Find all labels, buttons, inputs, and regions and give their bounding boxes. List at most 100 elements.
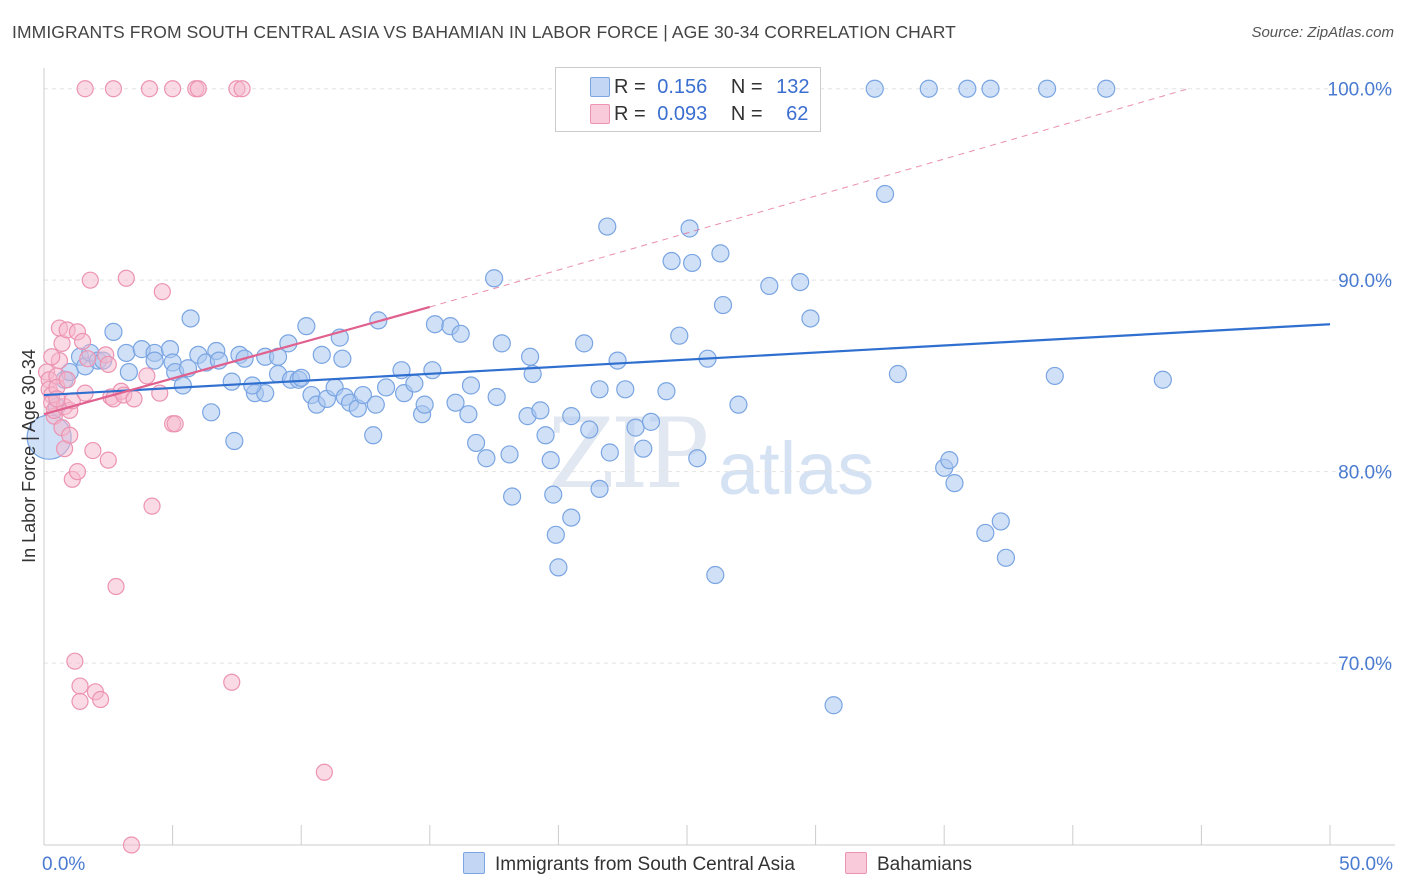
data-point-south-central-asia (145, 351, 164, 370)
data-point-south-central-asia (875, 184, 895, 204)
data-point-bahamians (81, 271, 99, 289)
data-point-south-central-asia (333, 349, 352, 368)
data-point-bahamians (68, 463, 87, 481)
data-point-south-central-asia (243, 376, 262, 395)
data-point-bahamians (84, 441, 102, 460)
data-point-bahamians (66, 652, 84, 670)
data-point-south-central-asia (711, 244, 730, 263)
data-point-south-central-asia (117, 343, 136, 363)
data-point-south-central-asia (477, 449, 496, 468)
data-point-bahamians (99, 451, 117, 469)
data-point-bahamians (107, 577, 125, 596)
data-point-south-central-asia (225, 431, 244, 451)
data-point-south-central-asia (423, 361, 442, 380)
data-point-south-central-asia (492, 334, 511, 353)
chart-title: IMMIGRANTS FROM SOUTH CENTRAL ASIA VS BA… (12, 22, 956, 42)
data-point-bahamians (164, 80, 182, 98)
label-layer: 70.0% 80.0% 90.0% 100.0% 0.0% 50.0% In Labor F… (19, 80, 1393, 875)
data-point-south-central-asia (991, 512, 1010, 531)
data-point-bahamians (73, 332, 92, 351)
x-tick-label: 0.0% (42, 854, 85, 875)
data-point-south-central-asia (608, 351, 627, 370)
data-point-south-central-asia (279, 334, 298, 353)
data-point-south-central-asia (976, 523, 995, 543)
data-point-south-central-asia (888, 364, 908, 384)
legend-row-blue: R = 0.156 N = 132 (590, 73, 810, 101)
data-point-south-central-asia (546, 525, 565, 544)
data-point-south-central-asia (634, 439, 653, 458)
data-point-south-central-asia (173, 376, 192, 395)
data-point-south-central-asia (541, 451, 560, 470)
y-tick-label: 70.0% (1338, 654, 1392, 675)
data-point-south-central-asia (364, 426, 383, 445)
trend-line-bahamians (43, 305, 431, 416)
correlation-legend: R = 0.156 N = 132 R = 0.093 N = 62 (555, 67, 821, 132)
watermark-atlas: atlas (718, 427, 875, 510)
data-point-south-central-asia (459, 405, 478, 424)
data-point-south-central-asia (657, 382, 676, 401)
legend-n-value: 62 (786, 103, 809, 125)
data-point-south-central-asia (981, 79, 1000, 98)
legend-r-value: 0.093 (657, 103, 708, 125)
data-point-bahamians (140, 80, 159, 98)
data-point-south-central-asia (590, 479, 609, 498)
data-point-south-central-asia (760, 276, 779, 296)
data-point-south-central-asia (824, 696, 843, 715)
data-point-south-central-asia (706, 565, 725, 585)
data-point-south-central-asia (531, 401, 550, 420)
legend-n-label: N = (730, 76, 763, 98)
legend-row-pink: R = 0.093 N = 62 (590, 100, 809, 128)
y-tick-label: 90.0% (1338, 271, 1392, 292)
data-point-south-central-asia (670, 326, 689, 345)
data-point-south-central-asia (1045, 366, 1064, 386)
data-point-bahamians (189, 80, 207, 98)
data-point-south-central-asia (575, 334, 594, 353)
data-point-south-central-asia (312, 345, 331, 364)
data-point-south-central-asia (487, 387, 506, 407)
data-point-south-central-asia (626, 418, 645, 437)
data-point-south-central-asia (119, 362, 138, 382)
data-point-south-central-asia (425, 315, 445, 334)
data-point-south-central-asia (562, 407, 581, 426)
data-point-south-central-asia (600, 443, 619, 462)
legend-n-value: 132 (776, 76, 810, 98)
data-point-south-central-asia (446, 393, 465, 412)
data-point-bahamians (117, 269, 135, 287)
source-label: Source: ZipAtlas.com (1251, 24, 1394, 41)
data-point-south-central-asia (297, 317, 316, 336)
data-point-south-central-asia (521, 347, 540, 366)
data-point-south-central-asia (801, 309, 820, 328)
data-point-south-central-asia (791, 272, 810, 292)
data-point-south-central-asia (500, 445, 519, 464)
data-point-south-central-asia (202, 403, 221, 422)
data-point-bahamians (76, 80, 94, 98)
data-point-south-central-asia (562, 508, 581, 527)
data-point-bahamians (99, 355, 117, 374)
data-point-south-central-asia (485, 269, 504, 288)
data-point-south-central-asia (865, 79, 884, 98)
data-point-bahamians (138, 367, 156, 385)
legend-swatch-blue (590, 77, 610, 97)
legend-swatch-pink (590, 104, 610, 124)
data-point-south-central-asia (181, 309, 200, 328)
data-point-south-central-asia (683, 253, 702, 273)
data-point-bahamians (58, 371, 76, 389)
data-point-bahamians (315, 763, 333, 781)
data-point-south-central-asia (616, 380, 635, 399)
data-point-south-central-asia (641, 412, 661, 431)
legend-n-label: N = (730, 103, 763, 125)
data-point-south-central-asia (376, 378, 396, 397)
data-point-south-central-asia (405, 374, 424, 393)
trend-layer (43, 88, 1331, 416)
data-point-south-central-asia (713, 295, 733, 315)
data-point-south-central-asia (544, 485, 563, 504)
axis-layer (43, 68, 1395, 846)
data-point-south-central-asia (104, 322, 123, 341)
points-layer (26, 79, 1172, 854)
data-point-bahamians (71, 692, 89, 711)
data-point-south-central-asia (1153, 370, 1172, 389)
data-point-south-central-asia (688, 449, 707, 468)
data-point-south-central-asia (366, 395, 385, 414)
y-tick-label: 100.0% (1328, 80, 1393, 101)
